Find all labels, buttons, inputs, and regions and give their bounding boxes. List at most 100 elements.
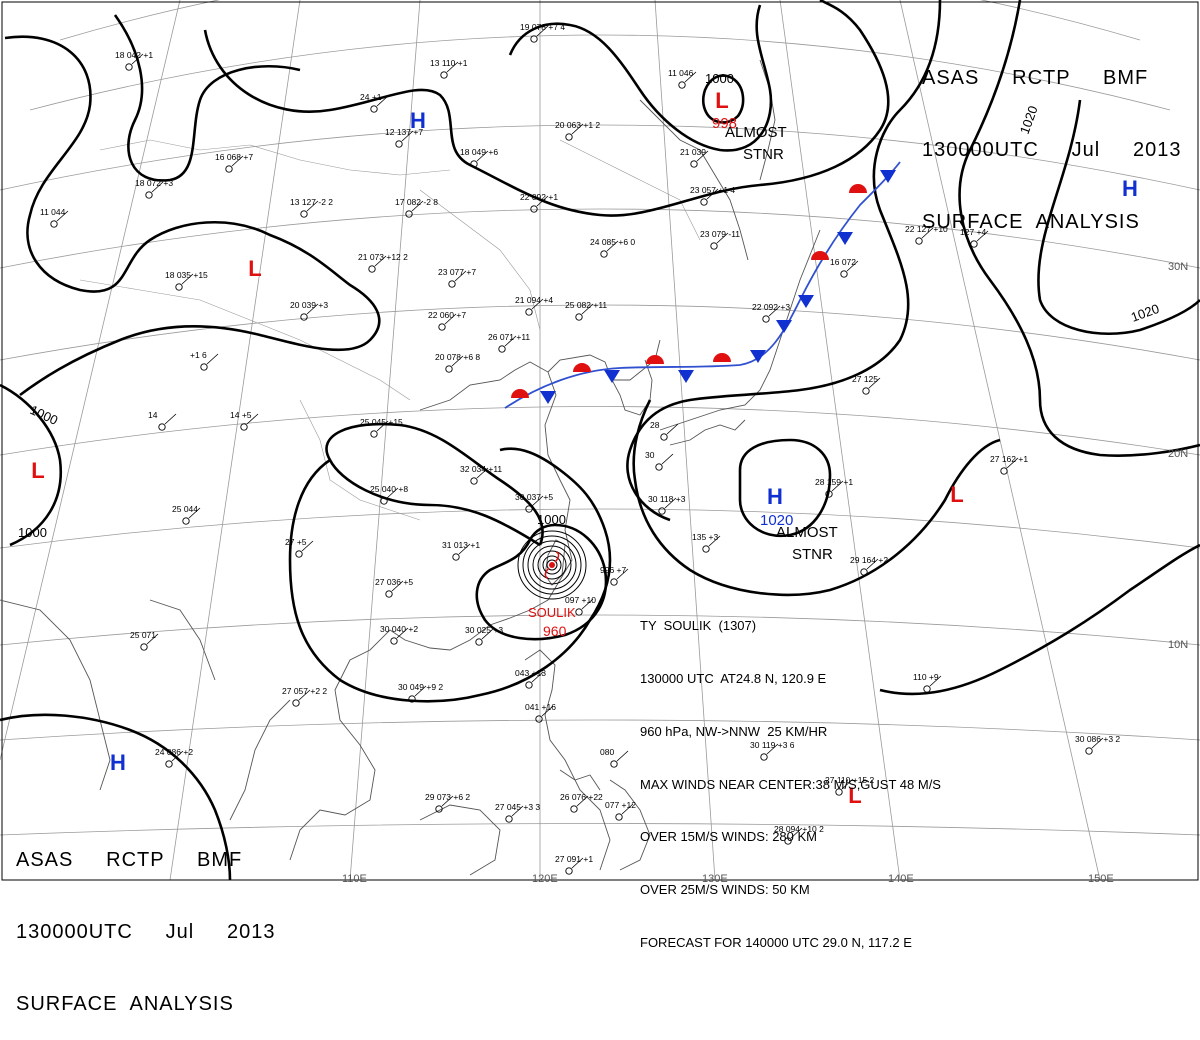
wind-barb xyxy=(1006,457,1019,469)
pressure-center-l: L xyxy=(248,256,261,281)
station-plot: 23 077 +7 xyxy=(438,267,476,288)
wind-barb xyxy=(846,260,859,272)
wind-barb xyxy=(306,200,319,212)
station-circle xyxy=(370,105,378,113)
latitude-label: 20N xyxy=(1168,448,1188,460)
station-plot: 11 044 xyxy=(40,207,69,228)
wind-barb xyxy=(376,95,389,107)
station-plot: 041 +16 xyxy=(525,702,556,723)
wind-barb xyxy=(708,535,721,547)
station-plot: 26 076 +22 xyxy=(560,792,603,813)
station-label: 30 xyxy=(645,450,655,460)
station-circle xyxy=(530,35,538,43)
wind-barb xyxy=(536,195,549,207)
wind-barb xyxy=(621,803,634,815)
wind-barb xyxy=(396,627,409,639)
latitude-label: 10N xyxy=(1168,639,1188,651)
station-circle xyxy=(915,237,923,245)
station-label: 25 082 +11 xyxy=(565,300,607,310)
header-subtitle-bottom: SURFACE ANALYSIS xyxy=(16,993,234,1015)
station-plot: 22 060 +7 xyxy=(428,310,466,331)
wind-barb xyxy=(446,61,459,73)
station-label: 30 040 +2 xyxy=(380,624,418,634)
station-label: 22 127 +10 xyxy=(905,224,948,234)
station-plot: 27 125 xyxy=(852,374,881,395)
wind-barb xyxy=(768,305,781,317)
pressure-center-h: H xyxy=(767,484,783,509)
station-label: 135 +3 xyxy=(692,532,719,542)
station-label: 27 045 +3 3 xyxy=(495,802,540,812)
station-circle xyxy=(525,681,533,689)
wind-barb xyxy=(921,227,934,239)
station-label: 25 045 +15 xyxy=(360,417,403,427)
station-plot: 14 xyxy=(148,410,177,431)
station-circle xyxy=(225,165,233,173)
station-label: 26 076 +22 xyxy=(560,792,603,802)
wind-barb xyxy=(766,743,779,755)
typhoon-info-25ms: OVER 25M/S WINDS: 50 KM xyxy=(640,882,810,898)
svg-text:ALMOST: ALMOST xyxy=(776,524,838,541)
station-plot: 17 082 -2 8 xyxy=(395,197,438,218)
wind-barb xyxy=(866,558,879,570)
wind-barb xyxy=(576,795,589,807)
wind-barb xyxy=(831,480,844,492)
wind-barb xyxy=(531,495,544,507)
svg-text:ALMOST: ALMOST xyxy=(725,124,787,141)
station-label: 23 057 +1 4 xyxy=(690,185,735,195)
latitude-label: 30N xyxy=(1168,261,1188,273)
longitude-label: 110E xyxy=(342,873,367,885)
wind-barb xyxy=(231,155,244,167)
station-circle xyxy=(660,433,668,441)
station-plot: 19 078 +7 4 xyxy=(520,22,565,43)
station-circle xyxy=(408,695,416,703)
wind-barb xyxy=(581,598,594,610)
station-plot: 21 073 +12 2 xyxy=(358,252,408,273)
station-label: +1 6 xyxy=(190,350,207,360)
high-east-pressure: 1020 xyxy=(760,512,793,529)
station-label: 18 042 +1 xyxy=(115,50,153,60)
typhoon-name: SOULIK xyxy=(528,605,576,620)
station-label: 24 085 +6 0 xyxy=(590,237,635,247)
cold-front-symbol xyxy=(750,350,766,363)
header-top-right: ASAS RCTP BMF 130000UTC Jul 2013 SURFACE… xyxy=(922,18,1181,258)
station-circle xyxy=(600,250,608,258)
warm-front-symbol xyxy=(713,353,731,362)
station-plot: 30 049 +9 2 xyxy=(398,682,443,703)
station-label: 19 078 +7 4 xyxy=(520,22,565,32)
cold-front-symbol xyxy=(798,295,814,308)
station-label: 27 057 +2 2 xyxy=(282,686,327,696)
station-plot: 16 072 xyxy=(830,257,859,278)
wind-barb xyxy=(504,335,517,347)
wind-barb xyxy=(481,628,494,640)
graticule-labels: 110E 120E 130E 140E 150E 30N 20N 10N xyxy=(342,261,1188,885)
station-circle xyxy=(452,553,460,561)
station-plot: 23 057 +1 4 xyxy=(690,185,735,206)
cold-front-symbol xyxy=(604,370,620,383)
station-label: 30 049 +9 2 xyxy=(398,682,443,692)
station-circle xyxy=(655,463,663,471)
station-label: 21 073 +12 2 xyxy=(358,252,408,262)
wind-barb xyxy=(531,298,544,310)
station-circle xyxy=(470,160,478,168)
wind-barb xyxy=(706,188,719,200)
station-label: 27 091 +1 xyxy=(555,854,593,864)
typhoon-info-name: TY SOULIK (1307) xyxy=(640,618,757,634)
station-circle xyxy=(760,753,768,761)
station-label: 13 110 +1 xyxy=(430,58,468,68)
station-label: 077 +12 xyxy=(605,800,636,810)
wind-barb xyxy=(976,230,989,242)
station-label: 30 086 +3 2 xyxy=(1075,734,1120,744)
wind-barb xyxy=(616,568,629,580)
station-label: 23 077 +7 xyxy=(438,267,476,277)
station-circle xyxy=(158,423,166,431)
station-plot: 28 xyxy=(650,420,679,441)
wind-barb xyxy=(476,150,489,162)
station-plot: 31 013 +1 xyxy=(442,540,480,561)
station-label: 13 127 -2 2 xyxy=(290,197,333,207)
pressure-center-l: L xyxy=(848,783,861,808)
station-label: 996 +7 xyxy=(600,565,627,575)
station-label: 24 086 +2 xyxy=(155,747,193,757)
wind-barb xyxy=(458,543,471,555)
station-label: 27 125 xyxy=(852,374,878,384)
wind-barb xyxy=(664,497,677,509)
